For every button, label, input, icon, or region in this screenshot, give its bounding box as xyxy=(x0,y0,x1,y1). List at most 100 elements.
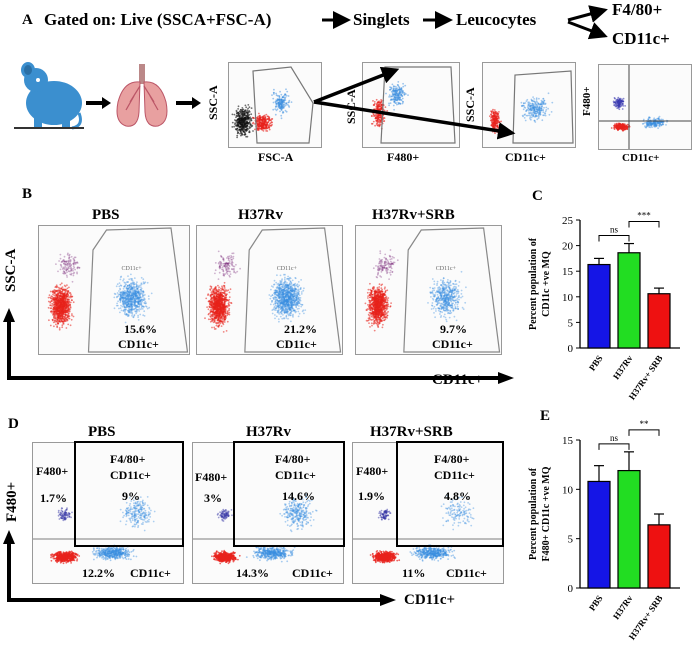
y-tick-label: 0 xyxy=(568,343,574,355)
b-axis-arrows xyxy=(3,308,514,384)
dot-cloud xyxy=(279,493,318,533)
sig-label: *** xyxy=(637,211,651,221)
sig-bracket xyxy=(598,235,630,242)
dot-cloud xyxy=(55,252,81,283)
d-h37rv-f480-pct: 3% xyxy=(204,491,222,505)
gate-polygon xyxy=(244,227,342,353)
gate-polygon xyxy=(380,66,456,144)
sig-bracket xyxy=(598,443,630,450)
panel-a-letter: A xyxy=(22,12,33,28)
d-pbs-dp-label1: F4/80+ xyxy=(110,452,146,466)
b-pbs-percent: 15.6% xyxy=(124,322,157,336)
dot-cloud xyxy=(610,122,631,132)
dot-cloud xyxy=(409,544,456,562)
b-plot-pbs: CD11c+ xyxy=(38,225,190,355)
y-tick-label: 10 xyxy=(562,292,574,304)
b-srb-percent: 9.7% xyxy=(440,322,467,336)
bar-1 xyxy=(617,469,641,589)
d-h37rv-f480-label: F480+ xyxy=(195,470,228,484)
y-tick-label: 20 xyxy=(562,241,574,253)
d-srb-cd11c-label: CD11c+ xyxy=(446,566,487,580)
gate-mini-label: CD11c+ xyxy=(277,266,298,272)
gating-arrows xyxy=(322,5,608,40)
dot-cloud xyxy=(211,549,241,565)
plot1-xaxis: FSC-A xyxy=(258,150,294,164)
dot-cloud xyxy=(47,282,75,331)
d-header-pbs: PBS xyxy=(88,424,116,440)
y-tick-label: 5 xyxy=(568,317,574,329)
b-srb-label: CD11c+ xyxy=(432,337,473,351)
panel-d-letter: D xyxy=(8,416,19,432)
d-srb-dp-pct: 4.8% xyxy=(444,489,471,503)
bar-2 xyxy=(647,293,671,349)
y-tick-label: 5 xyxy=(568,534,574,546)
sig-label: ns xyxy=(610,225,619,235)
y-tick-label: 15 xyxy=(562,266,574,278)
dot-cloud xyxy=(268,273,307,323)
dot-cloud xyxy=(369,550,401,564)
b-plot-h37rv: CD11c+ xyxy=(196,225,343,355)
y-axis-label-line2: CD11c +ve MQ xyxy=(541,251,552,317)
plot3-xaxis: CD11c+ xyxy=(505,150,546,164)
bar-0 xyxy=(587,263,611,349)
plot4-xaxis: CD11c+ xyxy=(622,152,660,164)
d-srb-f480-pct: 1.9% xyxy=(358,489,385,503)
d-plot-pbs xyxy=(32,442,184,584)
d-srb-cd11c-pct: 11% xyxy=(402,566,426,580)
d-pbs-dp-pct: 9% xyxy=(122,489,140,503)
d-gate-h37rv xyxy=(233,441,345,547)
plot-fsc-ssc xyxy=(228,62,322,148)
b-yaxis-label: SSC-A xyxy=(3,248,19,292)
dot-cloud xyxy=(251,112,274,132)
gate-polygon xyxy=(87,227,189,353)
b-h37rv-percent: 21.2% xyxy=(284,322,317,336)
arrow-to-cd11c xyxy=(567,20,608,40)
gate-polygon xyxy=(252,66,314,144)
mouse-icon xyxy=(14,62,84,130)
dot-cloud xyxy=(91,544,138,562)
d-header-h37rv-srb: H37Rv+SRB xyxy=(370,424,453,440)
d-pbs-cd11c-label: CD11c+ xyxy=(130,566,171,580)
b-xaxis-label: CD11c+ xyxy=(432,372,484,388)
d-xaxis-label: CD11c+ xyxy=(404,592,456,608)
dot-cloud xyxy=(50,550,81,565)
d-srb-f480-label: F480+ xyxy=(356,464,389,478)
arrow-to-f480 xyxy=(567,5,608,23)
panel-c-letter: C xyxy=(532,188,543,204)
x-tick-label: H37Rv xyxy=(611,353,635,381)
sig-label: ns xyxy=(610,433,619,443)
dot-cloud xyxy=(57,507,73,522)
gate-polygon xyxy=(512,70,574,144)
arrow-lung-to-plot xyxy=(176,97,201,109)
d-h37rv-cd11c-pct: 14.3% xyxy=(236,566,269,580)
d-pbs-f480-pct: 1.7% xyxy=(40,491,67,505)
d-srb-dp-label2: CD11c+ xyxy=(434,468,475,482)
d-h37rv-dp-pct: 14.6% xyxy=(282,489,315,503)
bar-1 xyxy=(617,252,641,349)
dot-cloud xyxy=(427,270,467,323)
d-pbs-cd11c-pct: 12.2% xyxy=(82,566,115,580)
sig-bracket xyxy=(628,429,660,436)
x-tick-label: PBS xyxy=(587,353,605,372)
gate-mini-label: CD11c+ xyxy=(122,266,143,272)
y-tick-label: 15 xyxy=(562,435,574,447)
dot-cloud xyxy=(214,250,241,280)
b-header-h37rv: H37Rv xyxy=(238,207,283,223)
panel-b-letter: B xyxy=(22,186,33,202)
dot-cloud xyxy=(204,281,233,333)
lungs-icon xyxy=(116,64,168,127)
dot-cloud xyxy=(231,104,255,139)
dot-cloud xyxy=(271,88,293,120)
d-axis-arrows xyxy=(3,530,396,606)
step-leucocytes: Leucocytes xyxy=(456,10,537,29)
gating-plot-arrows xyxy=(313,66,516,140)
gate-mini-label: CD11c+ xyxy=(436,266,457,272)
dot-cloud xyxy=(440,494,475,531)
step-singlets: Singlets xyxy=(353,10,410,29)
d-pbs-f480-label: F480+ xyxy=(36,464,69,478)
dot-cloud xyxy=(385,81,409,111)
plot-f480-cd11c-quad xyxy=(598,64,692,150)
plot2-xaxis: F480+ xyxy=(387,150,420,164)
d-gate-srb xyxy=(396,441,504,547)
sig-label: ** xyxy=(640,419,650,429)
